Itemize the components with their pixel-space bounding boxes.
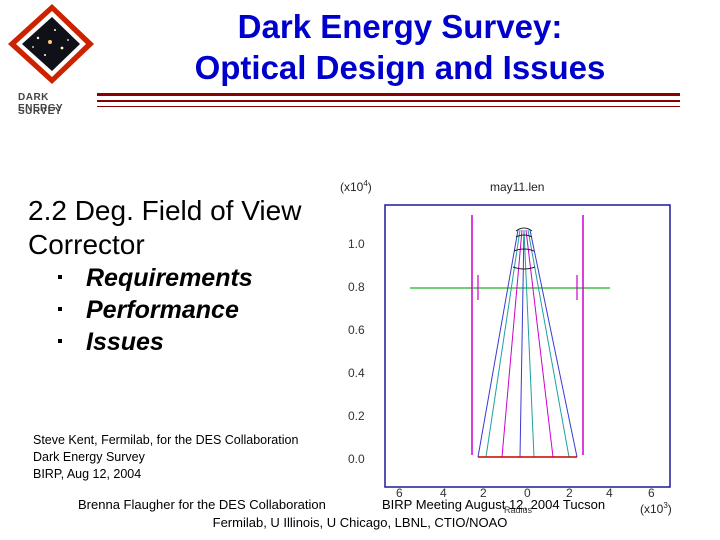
x-tick-label: 4 <box>606 486 613 500</box>
logo-text-line-1: DARK ENERGY <box>18 92 64 114</box>
des-logo: DARK ENERGY SURVEY <box>0 0 96 122</box>
title-rule-top <box>97 93 680 96</box>
x-tick-label: 6 <box>396 486 403 500</box>
bullet-item-performance: Performance <box>58 294 253 326</box>
bullet-text: Performance <box>86 296 239 324</box>
title-line-1: Dark Energy Survey: <box>237 8 563 45</box>
bullet-dot-icon <box>58 307 62 311</box>
ray-line <box>501 229 523 458</box>
x-tick-label: 2 <box>566 486 573 500</box>
ray-line <box>485 229 521 458</box>
y-tick-label: 0.4 <box>348 366 365 380</box>
y-tick-label: 0.6 <box>348 323 365 337</box>
footer-meeting: BIRP Meeting August 12, 2004 Tucson <box>382 497 606 512</box>
corrector-lens-element <box>515 234 533 238</box>
plot-frame <box>384 204 671 488</box>
bullet-dot-icon <box>58 275 62 279</box>
x-axis-label: Radius <box>504 505 533 515</box>
title-rule-bottom <box>97 106 680 107</box>
y-tick-label: 1.0 <box>348 237 365 251</box>
credit-line-2: Dark Energy Survey <box>33 450 145 464</box>
y-tick-label: 0.2 <box>348 409 365 423</box>
plot-x-multiplier: (x103) <box>640 501 672 516</box>
bullet-dot-icon <box>58 339 62 343</box>
credit-line-1: Steve Kent, Fermilab, for the DES Collab… <box>33 433 299 447</box>
section-heading: 2.2 Deg. Field of View Corrector <box>28 194 301 262</box>
bullet-item-issues: Issues <box>58 326 253 358</box>
ray-line <box>523 229 535 458</box>
ray-line <box>527 229 570 458</box>
logo-text-line-2: SURVEY <box>18 106 62 117</box>
x-tick-label: 0 <box>524 486 531 500</box>
ray-line <box>477 229 519 458</box>
title-line-2: Optical Design and Issues <box>194 49 606 86</box>
footer-institutions: Fermilab, U Illinois, U Chicago, LBNL, C… <box>212 515 508 530</box>
title-rule-middle <box>97 100 680 102</box>
y-tick-label: 0.0 <box>348 452 365 466</box>
slide-footer: Brenna Flaugher for the DES Collaboratio… <box>60 496 660 532</box>
plot-title: may11.len <box>490 180 544 194</box>
ray-line <box>519 229 525 458</box>
corrector-lens-element <box>513 248 535 252</box>
plot-y-multiplier: (x104) <box>340 179 372 194</box>
heading-line-2: Corrector <box>28 229 145 260</box>
corrector-lens-element <box>512 266 536 270</box>
bullet-text: Requirements <box>86 264 253 292</box>
topic-bullet-list: Requirements Performance Issues <box>58 262 253 358</box>
x-tick-label: 4 <box>440 486 447 500</box>
author-credit: Steve Kent, Fermilab, for the DES Collab… <box>33 432 298 483</box>
corrector-lens-element <box>515 227 533 232</box>
bullet-text: Issues <box>86 328 164 356</box>
x-tick-label: 2 <box>480 486 487 500</box>
optical-layout-plot: (x104) may11.len 1.0 0.8 0.6 0.4 0.2 0.0… <box>340 179 672 516</box>
ray-line <box>529 229 578 458</box>
x-tick-label: 6 <box>648 486 655 500</box>
y-tick-label: 0.8 <box>348 280 365 294</box>
heading-line-1: 2.2 Deg. Field of View <box>28 195 302 226</box>
bullet-item-requirements: Requirements <box>58 262 253 294</box>
slide-title: Dark Energy Survey: Optical Design and I… <box>120 6 680 88</box>
des-logo-emblem <box>0 0 96 90</box>
footer-presenter: Brenna Flaugher for the DES Collaboratio… <box>78 497 326 512</box>
credit-line-3: BIRP, Aug 12, 2004 <box>33 467 142 481</box>
